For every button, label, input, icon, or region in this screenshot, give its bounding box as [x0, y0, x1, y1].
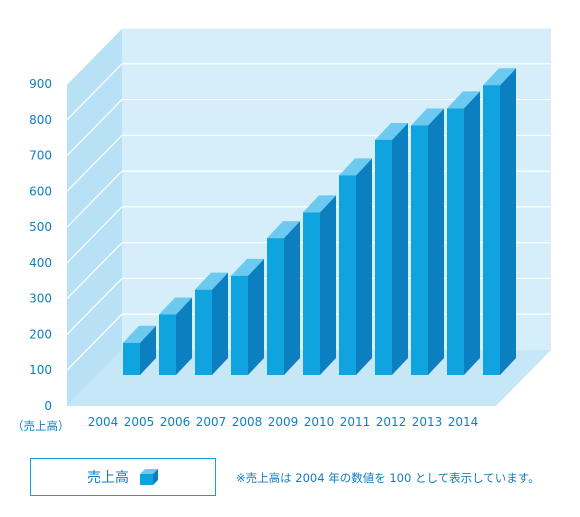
bar-front: [195, 289, 212, 375]
bar-top: [339, 158, 372, 176]
gridline-side: [66, 206, 123, 264]
bar-side: [464, 91, 480, 375]
bar-top: [447, 91, 480, 109]
y-tick-label: 700: [29, 149, 52, 163]
gridline-side: [66, 242, 123, 300]
bar-2011: [375, 122, 408, 375]
x-tick-label: 2013: [412, 415, 443, 429]
y-unit-label: （売上高）: [12, 419, 70, 433]
bar-2007: [231, 258, 264, 375]
x-tick-label: 2012: [376, 415, 407, 429]
bar-side: [392, 122, 408, 375]
bar-top: [375, 122, 408, 140]
y-axis-ticks: 0 100 200 300 400 500 600 700 800 900: [29, 77, 52, 413]
footnote: ※売上高は 2004 年の数値を 100 として表示しています。: [236, 471, 540, 485]
x-axis-ticks: 2004 2005 2006 2007 2008 2009 2010 2011 2012 2013…: [88, 415, 479, 429]
bar-front: [411, 125, 428, 375]
x-tick-label: 2010: [304, 415, 335, 429]
bar-side: [356, 158, 372, 375]
bar-front: [123, 342, 140, 375]
x-tick-label: 2005: [124, 415, 155, 429]
legend: 売上高: [30, 458, 216, 496]
y-tick-label: 900: [29, 77, 52, 91]
bar-front: [483, 85, 500, 375]
bar-side: [320, 195, 336, 375]
gridline-side: [66, 27, 123, 85]
bar-2006: [195, 272, 228, 375]
bar-2008: [267, 221, 300, 375]
bar-front: [339, 175, 356, 375]
y-tick-label: 500: [29, 220, 52, 234]
bar-front: [231, 275, 248, 375]
bar-top: [267, 221, 300, 239]
bar-side: [176, 297, 192, 375]
x-tick-label: 2006: [160, 415, 191, 429]
bar-top: [231, 258, 264, 276]
bar-2009: [303, 195, 336, 375]
y-tick-label: 100: [29, 363, 52, 377]
x-tick-label: 2007: [196, 415, 227, 429]
x-tick-label: 2014: [448, 415, 479, 429]
x-tick-label: 2004: [88, 415, 119, 429]
bar-side: [500, 68, 516, 375]
gridline-side: [66, 278, 123, 335]
y-tick-label: 300: [29, 292, 52, 306]
bar-top: [159, 297, 192, 315]
bar-2013: [447, 91, 480, 375]
y-tick-label: 400: [29, 256, 52, 270]
bar-2012: [411, 108, 444, 375]
gridline-side: [66, 63, 123, 121]
gridline-side: [66, 313, 123, 371]
x-tick-label: 2009: [268, 415, 299, 429]
gridline-side: [66, 99, 123, 156]
x-tick-label: 2011: [340, 415, 371, 429]
legend-label: 売上高: [87, 470, 129, 486]
bar-side: [140, 325, 156, 375]
bar-side: [284, 221, 300, 375]
gridline-side: [66, 134, 123, 192]
x-tick-label: 2008: [232, 415, 263, 429]
bar-side: [248, 258, 264, 375]
gridline-side: [66, 170, 123, 228]
bar-front: [375, 139, 392, 375]
y-tick-label: 800: [29, 113, 52, 127]
bar-2014: [483, 68, 516, 375]
bar-front: [267, 238, 284, 375]
y-tick-label: 200: [29, 327, 52, 341]
bar-front: [159, 314, 176, 375]
bar-top: [123, 325, 156, 343]
side-wall: [67, 28, 122, 406]
bar-2004: [123, 325, 156, 375]
bar-top: [483, 68, 516, 86]
bars: [123, 68, 516, 375]
bar-side: [212, 272, 228, 375]
bar-top: [195, 272, 228, 290]
bar-top: [411, 108, 444, 126]
y-tick-label: 0: [44, 399, 52, 413]
bar-2010: [339, 158, 372, 375]
bar-top: [303, 195, 336, 213]
bar-2005: [159, 297, 192, 375]
bar-front: [447, 108, 464, 375]
cube-icon: [140, 469, 158, 485]
bar-side: [428, 108, 444, 375]
bar-front: [303, 212, 320, 375]
y-tick-label: 600: [29, 184, 52, 198]
